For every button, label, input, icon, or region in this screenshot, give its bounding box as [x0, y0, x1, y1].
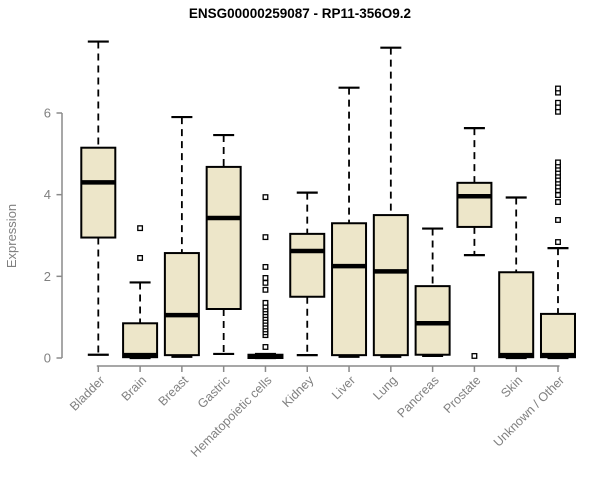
box-group-bladder: [80, 40, 117, 356]
outlier-point: [555, 217, 561, 223]
box-group-liver: [331, 86, 368, 358]
box-group-skin: [498, 196, 535, 360]
x-category-label-hematopoietic-cells: Hematopoietic cells: [188, 373, 275, 460]
x-category-label-unknown-other: Unknown / Other: [491, 373, 567, 449]
y-axis-label: Expression: [4, 204, 19, 268]
box-group-gastric: [205, 133, 242, 356]
outlier-point: [262, 234, 269, 241]
iqr-box: [539, 312, 576, 359]
box-group-hematopoietic-cells: [247, 194, 284, 360]
y-tick-label-4: 4: [44, 187, 51, 202]
x-category-label-gastric: Gastric: [195, 373, 233, 411]
plot-area: 0 2 4 6 Bladder Brain Breast GastricHematopoiet…: [44, 40, 576, 460]
box-group-prostate: [456, 127, 493, 359]
iqr-box: [163, 252, 200, 357]
iqr-box: [456, 181, 493, 228]
x-category-label-brain: Brain: [119, 373, 150, 404]
outlier-point: [262, 286, 269, 293]
box-group-unknown-other: [539, 85, 576, 360]
x-category-label-prostate: Prostate: [441, 373, 484, 416]
x-category-label-kidney: Kidney: [279, 373, 316, 410]
x-category-label-skin: Skin: [498, 373, 525, 400]
outlier-point: [262, 279, 269, 286]
outlier-point: [471, 353, 478, 359]
outlier-point: [262, 263, 269, 270]
iqr-box: [80, 146, 117, 239]
outlier-point: [555, 99, 561, 106]
outlier-point: [137, 225, 144, 232]
x-category-label-liver: Liver: [329, 373, 358, 402]
y-tick-label-6: 6: [44, 106, 51, 121]
iqr-box: [498, 271, 535, 359]
x-category-label-lung: Lung: [370, 373, 400, 403]
outlier-point: [555, 159, 561, 166]
chart-title: ENSG00000259087 - RP11-356O9.2: [189, 6, 411, 21]
outlier-point: [137, 255, 144, 261]
iqr-box: [414, 285, 451, 356]
iqr-box: [122, 322, 159, 359]
y-tick-label-0: 0: [44, 351, 51, 366]
y-tick-label-2: 2: [44, 269, 51, 284]
box-group-kidney: [289, 191, 326, 357]
outlier-point: [555, 239, 561, 245]
x-category-label-breast: Breast: [156, 373, 192, 409]
iqr-box: [331, 222, 368, 357]
box-group-pancreas: [414, 227, 451, 358]
outlier-point: [555, 85, 561, 92]
x-category-label-pancreas: Pancreas: [394, 373, 441, 420]
outlier-point: [262, 299, 269, 306]
box-group-breast: [163, 115, 200, 358]
outlier-point: [262, 275, 269, 281]
iqr-box: [205, 165, 242, 311]
outlier-point: [262, 194, 269, 201]
outlier-point: [262, 344, 269, 350]
outlier-point: [555, 199, 561, 205]
outlier-point: [555, 192, 561, 199]
box-group-brain: [122, 225, 159, 360]
iqr-box: [289, 232, 326, 298]
box-group-lung: [372, 46, 409, 358]
iqr-box: [372, 214, 409, 357]
x-category-label-bladder: Bladder: [67, 373, 107, 413]
